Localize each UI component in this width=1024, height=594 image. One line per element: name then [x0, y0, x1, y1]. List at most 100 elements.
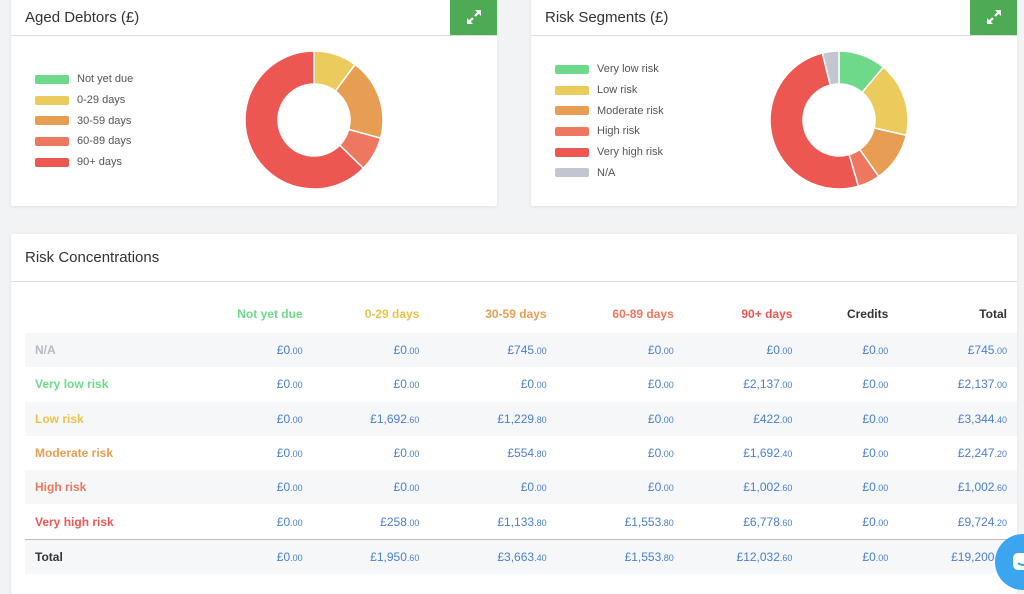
row-label: Very high risk [35, 514, 114, 529]
amount-pence: .00 [534, 346, 547, 357]
amount-pence: .80 [661, 552, 674, 563]
amount-pounds: £1,553 [624, 549, 662, 564]
table-cell-90-days: £2,137.00 [684, 367, 803, 401]
table-cell-30-59-days: £554.80 [429, 436, 556, 470]
amount-pounds: £554 [507, 446, 535, 461]
table-row-high-risk: High risk £0.00 £0.00 £0.00 £0.00 £1,002.60 £0… [25, 470, 1017, 505]
amount-pence: .00 [661, 414, 674, 425]
table-cell-not-yet-due: £0.00 [179, 504, 312, 539]
legend-swatch [35, 74, 69, 84]
column-header-blank [25, 295, 179, 333]
aged-debtors-title: Aged Debtors (£) [25, 8, 140, 26]
table-cell-30-59-days: £1,133.80 [429, 504, 556, 539]
risk-segments-legend-item-high-risk[interactable]: High risk [555, 121, 664, 142]
legend-label: Very low risk [597, 63, 659, 76]
column-header-not-yet-due: Not yet due [237, 307, 303, 321]
aged-debtors-legend-item-60-89-days[interactable]: 60-89 days [35, 131, 133, 152]
table-cell-not-yet-due: £0.00 [179, 538, 313, 575]
amount-pounds: £6,778 [743, 514, 780, 529]
amount-pounds: £0 [647, 343, 662, 358]
aged-debtors-legend-item-not-yet-due[interactable]: Not yet due [35, 69, 133, 90]
amount-pence: .00 [875, 449, 889, 460]
legend-swatch [555, 126, 589, 136]
table-cell-credits: £0.00 [802, 436, 898, 470]
legend-label: Very high risk [597, 146, 664, 159]
table-row-very-high-risk: Very high risk £0.00 £258.00 £1,133.80 £1,55… [25, 504, 1017, 539]
risk-segments-slice-n-a[interactable] [821, 50, 840, 86]
legend-label: 30-59 days [77, 114, 132, 127]
risk-segments-legend: Very low risk Low risk Moderate risk High r… [555, 59, 664, 183]
risk-segments-slice-very-high-risk[interactable] [769, 52, 860, 190]
amount-pounds: £0 [862, 549, 876, 564]
aged-debtors-expand-button[interactable] [450, 0, 497, 35]
amount-pounds: £2,137 [957, 377, 995, 392]
amount-pence: .40 [779, 449, 793, 460]
amount-pounds: £0 [862, 446, 876, 461]
amount-pence: .00 [875, 483, 889, 494]
amount-pounds: £0 [276, 480, 291, 495]
risk-segments-legend-item-very-high-risk[interactable]: Very high risk [555, 142, 664, 163]
table-header-row: Not yet due 0-29 days 30-59 days 60-89 days… [25, 295, 1017, 333]
amount-pence: .00 [406, 346, 420, 357]
amount-pence: .00 [290, 449, 303, 460]
table-row-n-a: N/A £0.00 £0.00 £745.00 £0.00 £0.00 £0.00 £745.… [25, 333, 1017, 368]
table-cell-total: £745.00 [898, 333, 1017, 368]
amount-pence: .00 [875, 346, 889, 357]
legend-swatch [35, 95, 69, 105]
aged-debtors-slice-90-days[interactable] [244, 50, 365, 190]
column-header-total: Total [979, 307, 1007, 321]
row-label: Very low risk [35, 377, 109, 392]
risk-segments-legend-item-low-risk[interactable]: Low risk [555, 80, 664, 101]
table-cell-90-days: £0.00 [683, 333, 803, 368]
amount-pounds: £0 [276, 343, 291, 358]
table-cell-60-89-days: £0.00 [556, 401, 684, 436]
amount-pence: .80 [534, 414, 547, 425]
amount-pence: .60 [406, 552, 420, 563]
legend-label: Not yet due [77, 73, 134, 86]
legend-swatch [555, 147, 589, 157]
amount-pounds: £745 [967, 343, 995, 358]
amount-pounds: £0 [276, 446, 291, 461]
aged-debtors-legend-item-30-59-days[interactable]: 30-59 days [35, 110, 133, 131]
column-header-60-89-days: 60-89 days [612, 307, 674, 321]
risk-segments-legend-item-very-low-risk[interactable]: Very low risk [555, 59, 664, 80]
amount-pence: .00 [661, 449, 674, 460]
column-header-30-59-days: 30-59 days [485, 307, 547, 321]
table-cell-90-days: £6,778.60 [684, 504, 803, 539]
risk-segments-card: Risk Segments (£) Very low risk Low risk M… [531, 0, 1017, 206]
risk-segments-legend-item-moderate-risk[interactable]: Moderate risk [555, 100, 664, 121]
amount-pounds: £2,137 [743, 377, 780, 392]
table-cell-60-89-days: £1,553.80 [557, 504, 684, 539]
amount-pounds: £1,133 [497, 514, 535, 529]
table-cell-0-29-days: £1,950.60 [312, 538, 430, 575]
aged-debtors-legend: Not yet due 0-29 days 30-59 days 60-89 days… [35, 69, 133, 172]
risk-segments-expand-button[interactable] [970, 0, 1017, 35]
legend-swatch [35, 116, 69, 126]
expand-arrows-icon [986, 10, 1001, 24]
risk-concentrations-header: Risk Concentrations [11, 234, 1017, 282]
row-label: Total [25, 538, 180, 575]
amount-pounds: £1,692 [743, 446, 780, 461]
amount-pence: .00 [875, 517, 889, 528]
table-cell-not-yet-due: £0.00 [179, 436, 312, 470]
amount-pounds: £19,200 [951, 549, 995, 564]
legend-swatch [35, 157, 69, 167]
risk-segments-title: Risk Segments (£) [545, 8, 669, 26]
amount-pence: .60 [779, 517, 793, 528]
amount-pence: .00 [661, 346, 674, 357]
table-cell-0-29-days: £258.00 [313, 504, 430, 539]
table-cell-30-59-days: £1,229.80 [429, 401, 557, 436]
amount-pence: .40 [994, 414, 1007, 425]
aged-debtors-legend-item-0-29-days[interactable]: 0-29 days [35, 90, 133, 111]
amount-pounds: £0 [647, 411, 662, 426]
amount-pounds: £0 [647, 446, 662, 461]
amount-pounds: £0 [862, 514, 876, 529]
risk-segments-legend-item-n-a[interactable]: N/A [555, 162, 664, 183]
aged-debtors-legend-item-90-days[interactable]: 90+ days [35, 152, 133, 173]
amount-pounds: £0 [520, 377, 535, 392]
amount-pence: .00 [661, 380, 674, 391]
amount-pounds: £0 [393, 446, 407, 461]
amount-pence: .20 [994, 517, 1007, 528]
legend-label: N/A [597, 166, 616, 179]
amount-pounds: £3,344 [957, 411, 995, 426]
